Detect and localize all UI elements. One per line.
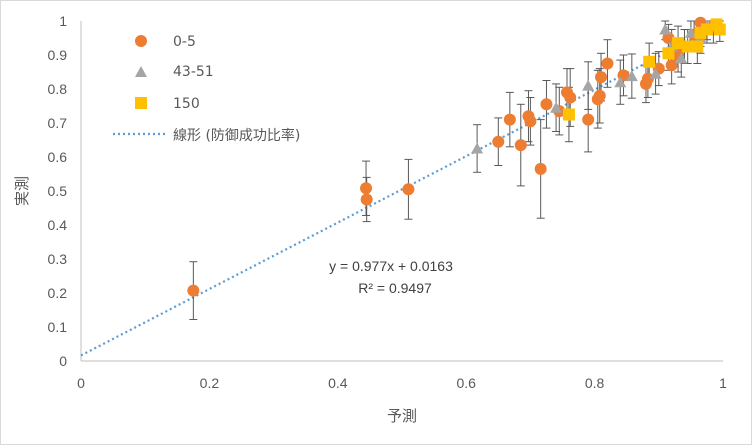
x-axis-title: 予測 xyxy=(387,407,417,425)
y-tick-label: 0.3 xyxy=(48,251,68,267)
data-point-43-51 xyxy=(471,142,484,154)
legend: 0-5 43-51 150 線形 (防御成功比率) xyxy=(113,34,300,144)
data-point-150 xyxy=(562,108,575,121)
legend-marker-0-5 xyxy=(135,35,147,47)
y-tick-labels: 0 0.1 0.2 0.3 0.4 0.5 0.6 0.7 0.8 0.9 1 xyxy=(48,13,68,369)
y-tick-label: 0.5 xyxy=(48,183,68,199)
y-axis-title: 実測 xyxy=(13,176,31,206)
data-point-0-5 xyxy=(402,183,415,196)
legend-label-43-51: 43-51 xyxy=(173,64,214,80)
legend-label-trendline: 線形 (防御成功比率) xyxy=(173,127,300,144)
data-point-150 xyxy=(691,40,704,53)
data-point-0-5 xyxy=(503,113,516,126)
y-tick-label: 0.1 xyxy=(48,319,68,335)
data-point-0-5 xyxy=(492,135,505,148)
y-tick-label: 0.7 xyxy=(48,115,68,131)
x-tick-labels: 0 0.2 0.4 0.6 0.8 1 xyxy=(77,375,727,391)
data-point-150 xyxy=(662,47,675,60)
legend-label-150: 150 xyxy=(173,96,200,112)
x-tick-label: 0.8 xyxy=(585,375,605,391)
data-point-43-51 xyxy=(649,67,662,79)
trendline-equation: y = 0.977x + 0.0163 xyxy=(329,258,453,274)
x-tick-label: 0.6 xyxy=(456,375,476,391)
data-point-43-51 xyxy=(675,52,688,64)
data-point-0-5 xyxy=(665,59,678,72)
trendline xyxy=(80,22,724,357)
data-point-0-5 xyxy=(641,72,654,85)
legend-marker-43-51 xyxy=(135,66,147,77)
trendline-r-squared: R² = 0.9497 xyxy=(358,280,432,296)
data-point-0-5 xyxy=(601,57,614,70)
data-point-0-5 xyxy=(593,89,606,102)
y-tick-label: 0 xyxy=(59,353,67,369)
data-point-43-51 xyxy=(582,79,595,91)
data-point-150 xyxy=(681,40,694,53)
data-point-43-51 xyxy=(550,101,563,113)
data-point-0-5 xyxy=(524,115,537,128)
data-point-0-5 xyxy=(540,98,553,111)
data-point-0-5 xyxy=(595,71,608,84)
y-tick-label: 0.9 xyxy=(48,47,68,63)
data-point-43-51 xyxy=(614,76,627,88)
y-tick-label: 0.6 xyxy=(48,149,68,165)
y-tick-label: 0.8 xyxy=(48,81,68,97)
x-tick-label: 1 xyxy=(719,375,727,391)
y-tick-label: 0.2 xyxy=(48,285,68,301)
data-point-0-5 xyxy=(360,182,373,195)
legend-label-0-5: 0-5 xyxy=(173,34,196,50)
data-point-0-5 xyxy=(582,113,595,126)
data-markers xyxy=(187,16,726,297)
x-tick-label: 0.4 xyxy=(328,375,348,391)
data-point-150 xyxy=(672,37,685,50)
data-point-43-51 xyxy=(684,26,697,38)
x-tick-label: 0 xyxy=(77,375,85,391)
data-point-0-5 xyxy=(187,284,200,297)
data-point-0-5 xyxy=(514,139,527,152)
data-point-0-5 xyxy=(360,193,373,206)
data-point-43-51 xyxy=(659,23,672,35)
data-point-43-51 xyxy=(625,70,638,82)
data-point-150 xyxy=(713,23,726,36)
data-point-0-5 xyxy=(534,162,547,175)
data-point-150 xyxy=(643,55,656,68)
data-point-150 xyxy=(700,23,713,36)
y-tick-label: 0.4 xyxy=(48,217,68,233)
y-tick-label: 1 xyxy=(59,13,67,29)
legend-marker-150 xyxy=(135,97,147,109)
x-tick-label: 0.2 xyxy=(200,375,220,391)
data-point-0-5 xyxy=(564,91,577,104)
